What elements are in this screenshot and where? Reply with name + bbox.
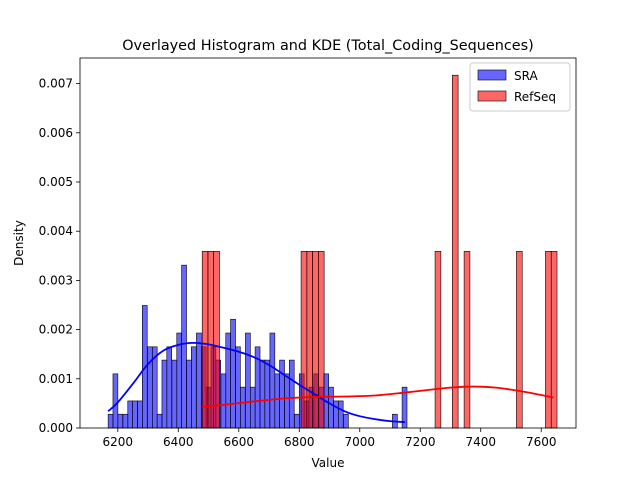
bar-sra xyxy=(235,346,241,429)
kde-line-refseq xyxy=(202,385,554,408)
bar-refseq xyxy=(434,251,442,429)
y-tick-label: 0.005 xyxy=(39,175,73,189)
bar-sra xyxy=(279,359,285,429)
y-tick-label: 0.001 xyxy=(39,372,73,386)
bar-sra xyxy=(156,413,163,429)
bar-sra xyxy=(171,359,178,429)
bar-sra xyxy=(294,413,300,429)
x-tick-label: 6200 xyxy=(103,435,134,449)
bar-sra xyxy=(245,332,251,429)
bar-refseq xyxy=(550,251,558,429)
bar-sra xyxy=(259,359,266,429)
bar-sra xyxy=(127,400,133,429)
legend-label-sra: SRA xyxy=(514,69,538,83)
bar-refseq xyxy=(306,251,313,429)
x-tick-label: 7000 xyxy=(344,435,375,449)
bar-sra xyxy=(264,359,270,429)
bar-sra xyxy=(284,373,290,429)
bar-sra xyxy=(137,400,143,429)
x-tick-label: 6400 xyxy=(163,435,194,449)
bar-sra xyxy=(176,332,182,429)
bar-sra xyxy=(220,373,227,429)
bar-sra xyxy=(249,386,256,429)
bar-sra xyxy=(269,332,276,429)
bar-sra xyxy=(181,264,187,429)
bar-sra xyxy=(161,359,168,429)
x-tick-label: 6800 xyxy=(284,435,315,449)
bar-sra xyxy=(122,413,129,429)
legend: SRA RefSeq xyxy=(469,62,571,112)
bar-refseq xyxy=(451,74,459,429)
x-axis-label: Value xyxy=(312,456,345,470)
bar-refseq xyxy=(516,251,523,429)
legend-swatch-sra xyxy=(477,69,507,81)
x-axis: 6200 6400 6600 6800 7000 7200 7400 7600 xyxy=(103,428,557,449)
bar-sra xyxy=(274,373,280,429)
x-tick-label: 6600 xyxy=(224,435,255,449)
bar-refseq xyxy=(213,251,220,429)
legend-swatch-refseq xyxy=(477,90,507,102)
bar-sra xyxy=(132,400,138,429)
bar-sra xyxy=(230,318,236,429)
y-tick-label: 0.004 xyxy=(39,224,73,238)
bar-refseq xyxy=(545,251,552,429)
x-tick-label: 7200 xyxy=(405,435,436,449)
bar-sra xyxy=(337,400,344,429)
bar-refseq xyxy=(318,251,325,429)
y-tick-label: 0.007 xyxy=(39,77,73,91)
bar-sra xyxy=(328,386,334,429)
bar-sra xyxy=(186,359,192,429)
y-tick-label: 0.006 xyxy=(39,126,73,140)
bar-refseq xyxy=(463,251,471,429)
bar-sra xyxy=(166,346,173,429)
bar-sra xyxy=(191,346,197,429)
kde-line-sra xyxy=(107,341,406,423)
y-axis-label: Density xyxy=(12,220,26,266)
bar-refseq xyxy=(312,251,319,429)
plot-frame xyxy=(79,57,577,429)
chart-title: Overlayed Histogram and KDE (Total_Codin… xyxy=(122,38,534,54)
y-tick-label: 0.003 xyxy=(39,273,73,287)
bar-sra xyxy=(147,346,153,429)
bar-refseq xyxy=(201,251,209,429)
bar-sra xyxy=(343,413,349,429)
bar-sra xyxy=(117,413,124,429)
bar-sra xyxy=(112,373,119,429)
y-axis: 0.000 0.001 0.002 0.003 0.004 0.005 0.006 0.007 xyxy=(39,77,80,435)
y-tick-label: 0.000 xyxy=(39,421,73,435)
bar-refseq xyxy=(300,251,308,429)
bar-sra xyxy=(196,332,202,429)
kde-layer xyxy=(107,341,554,423)
bar-sra xyxy=(288,359,295,429)
bar-refseq xyxy=(207,251,215,429)
bar-sra xyxy=(107,413,114,429)
y-tick-label: 0.002 xyxy=(39,323,73,337)
x-tick-label: 7600 xyxy=(526,435,557,449)
legend-label-refseq: RefSeq xyxy=(514,90,556,104)
bar-sra xyxy=(225,332,231,429)
bar-sra xyxy=(239,386,246,429)
x-tick-label: 7400 xyxy=(465,435,496,449)
